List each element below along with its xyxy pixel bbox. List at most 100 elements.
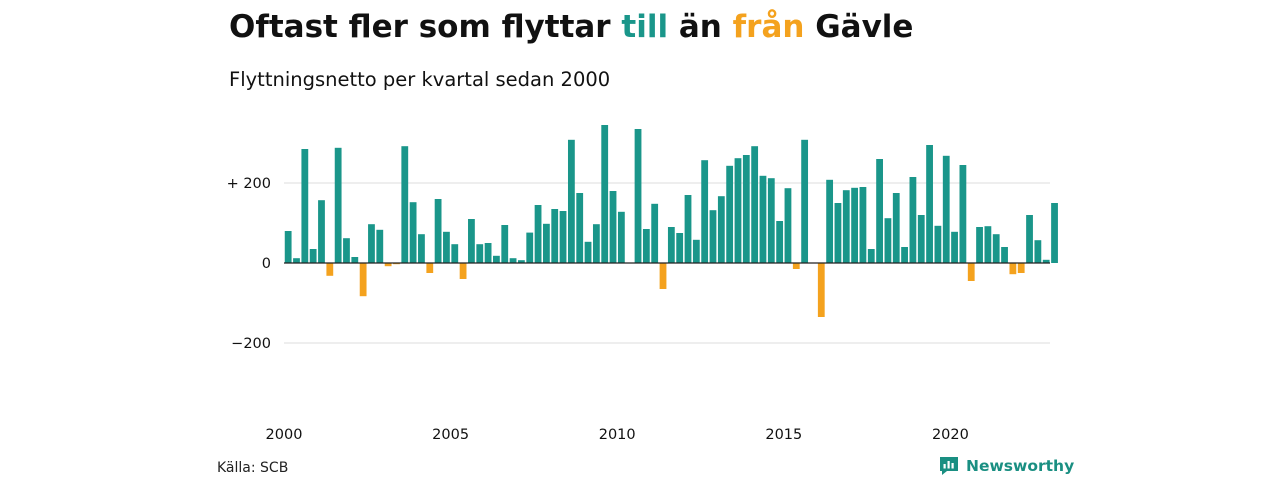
- bar: [368, 224, 375, 263]
- bar: [384, 263, 392, 267]
- bar: [867, 249, 875, 263]
- bar: [526, 232, 534, 263]
- bar: [584, 241, 592, 263]
- x-tick-label: 2020: [932, 427, 969, 443]
- newsworthy-logo-icon: [940, 457, 958, 475]
- bar: [676, 233, 684, 263]
- bar: [709, 210, 717, 263]
- bar: [651, 203, 659, 263]
- grid-lines: [284, 182, 1050, 344]
- y-axis-labels: + 200 0 −200: [227, 176, 271, 352]
- title-part-5: Gävle: [804, 9, 914, 45]
- x-tick-label: 2015: [765, 427, 802, 443]
- bar: [892, 193, 900, 263]
- bar: [518, 260, 525, 263]
- bar: [909, 177, 917, 263]
- bar: [559, 211, 567, 263]
- y-tick-label: + 200: [227, 176, 271, 192]
- bar: [434, 199, 442, 263]
- bar: [884, 218, 892, 263]
- bar: [734, 158, 742, 263]
- bar: [1026, 215, 1033, 263]
- bar: [468, 219, 475, 263]
- bar: [501, 225, 509, 263]
- bar: [1009, 263, 1017, 275]
- bar: [509, 258, 517, 263]
- bar: [443, 231, 450, 263]
- bar: [726, 165, 734, 263]
- bar: [717, 196, 725, 263]
- bar: [684, 195, 692, 263]
- bar: [842, 190, 850, 263]
- bar: [776, 221, 784, 263]
- bar: [692, 239, 700, 263]
- bar: [667, 227, 675, 263]
- bar: [459, 263, 467, 279]
- bar: [284, 231, 292, 263]
- x-tick-label: 2005: [432, 427, 469, 443]
- bar: [567, 139, 575, 263]
- bar: [642, 229, 650, 263]
- bar: [617, 211, 625, 263]
- source-label: Källa: SCB: [217, 460, 289, 476]
- bar: [326, 263, 334, 276]
- bar: [418, 234, 425, 263]
- bar: [876, 159, 883, 263]
- bar: [301, 149, 309, 263]
- bar: [592, 224, 600, 263]
- bar: [1034, 240, 1042, 263]
- bar: [834, 203, 842, 263]
- bar: [634, 129, 642, 263]
- bar: [601, 125, 609, 263]
- bar: [401, 146, 409, 263]
- bar: [901, 247, 908, 263]
- bar: [967, 263, 975, 281]
- bar: [318, 200, 325, 263]
- bar: [859, 187, 867, 263]
- bar: [984, 226, 992, 263]
- bar: [926, 145, 933, 263]
- bar: [742, 155, 750, 263]
- bar: [609, 191, 617, 263]
- bar: [767, 178, 775, 263]
- bar: [1042, 259, 1050, 263]
- bar: [917, 215, 925, 263]
- y-tick-label: −200: [231, 336, 271, 352]
- x-tick-label: 2000: [266, 427, 303, 443]
- bar: [343, 238, 350, 263]
- title-highlight-fran: från: [732, 9, 805, 45]
- bar: [959, 165, 967, 263]
- title-highlight-till: till: [621, 9, 669, 45]
- bar: [992, 234, 1000, 263]
- bar: [851, 187, 859, 263]
- bar: [376, 229, 384, 263]
- bar: [476, 244, 484, 263]
- bar: [543, 223, 550, 263]
- bar: [976, 227, 983, 263]
- bar: [426, 263, 434, 273]
- bar: [942, 155, 950, 263]
- bar: [484, 243, 492, 263]
- bar: [759, 175, 767, 263]
- bar: [817, 263, 825, 317]
- chart-title: Oftast fler som flyttar till än från Gäv…: [229, 6, 913, 48]
- bar: [792, 263, 800, 269]
- title-part-1: Oftast fler som flyttar: [229, 9, 622, 45]
- bar: [576, 193, 584, 263]
- bar: [451, 244, 459, 263]
- bar: [801, 139, 809, 263]
- bar: [826, 179, 834, 263]
- bar: [334, 147, 342, 263]
- bar: [293, 258, 300, 263]
- bar: [551, 209, 559, 263]
- bar: [1017, 263, 1025, 273]
- x-tick-label: 2010: [599, 427, 636, 443]
- bar: [701, 160, 709, 263]
- bar: [1051, 203, 1058, 263]
- bar: [751, 146, 759, 263]
- bar: [659, 263, 667, 289]
- brand: Newsworthy: [938, 455, 1074, 477]
- bar: [951, 231, 958, 263]
- bar: [934, 225, 942, 263]
